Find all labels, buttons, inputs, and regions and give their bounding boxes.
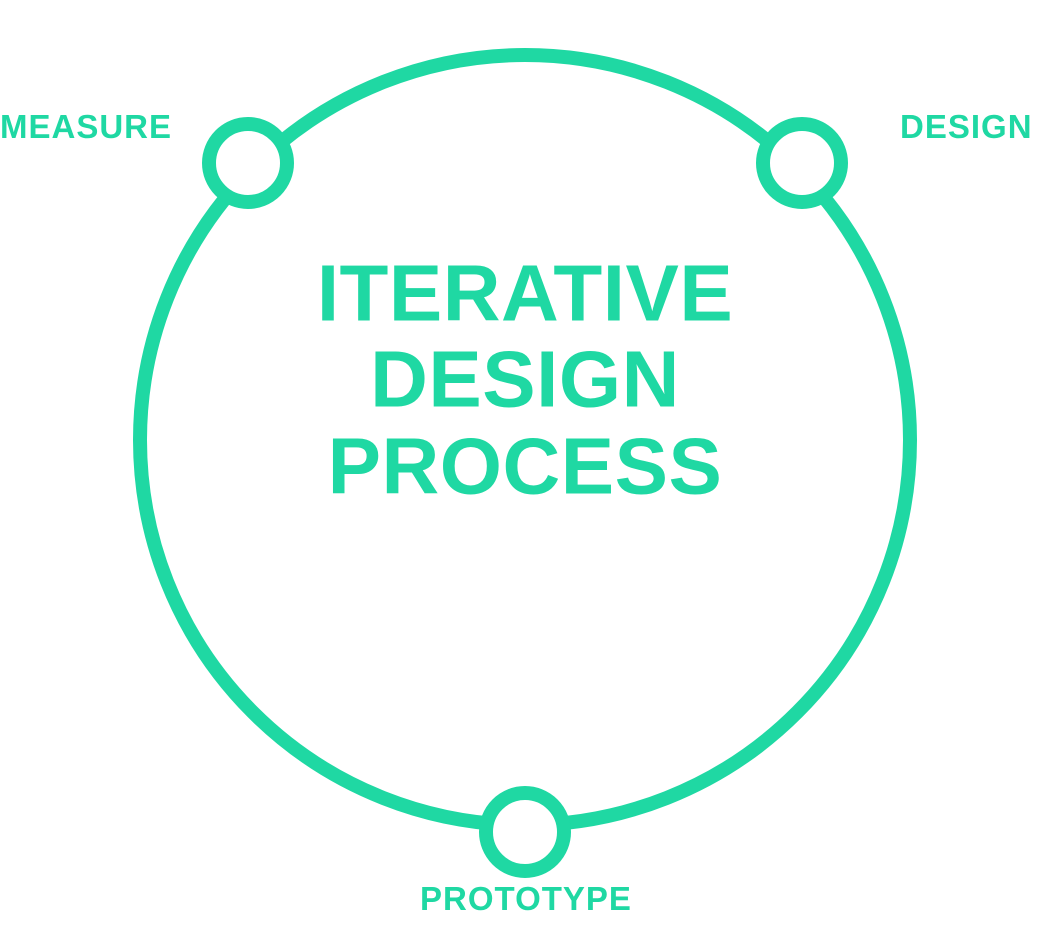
node-design bbox=[756, 117, 848, 209]
node-measure bbox=[202, 117, 294, 209]
label-prototype: PROTOTYPE bbox=[420, 880, 632, 918]
node-prototype bbox=[479, 786, 571, 878]
title-line-3: PROCESS bbox=[328, 421, 723, 510]
title-line-2: DESIGN bbox=[370, 335, 680, 424]
diagram-title: ITERATIVE DESIGN PROCESS bbox=[317, 250, 733, 509]
label-measure: MEASURE bbox=[0, 108, 172, 146]
iterative-design-cycle-diagram: ITERATIVE DESIGN PROCESS DESIGN PROTOTYP… bbox=[0, 0, 1050, 926]
title-line-1: ITERATIVE bbox=[317, 248, 733, 337]
label-design: DESIGN bbox=[900, 108, 1033, 146]
